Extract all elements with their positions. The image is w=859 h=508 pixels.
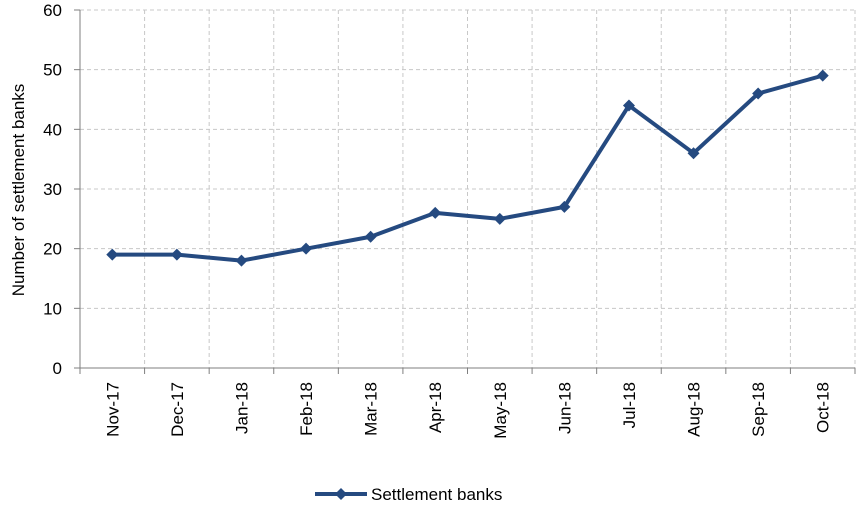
y-tick-label: 60 (43, 1, 62, 20)
x-tick-label: Apr-18 (426, 382, 445, 433)
x-tick-label: Sep-18 (749, 382, 768, 437)
y-axis-title: Number of settlement banks (9, 84, 28, 297)
grid-lines (80, 9, 856, 368)
x-tick-label: Feb-18 (297, 382, 316, 436)
data-point-marker (752, 87, 765, 100)
legend-label: Settlement banks (371, 485, 502, 504)
x-tick-label: May-18 (491, 382, 510, 439)
x-tick-label: Nov-17 (103, 382, 122, 437)
y-tick-label: 30 (43, 180, 62, 199)
data-point-marker (429, 206, 442, 219)
series-line (112, 73, 824, 263)
x-tick-label: Aug-18 (685, 382, 704, 437)
y-axis-ticks: 0 10 20 30 40 50 60 (43, 1, 62, 378)
data-point-marker (170, 248, 183, 261)
data-point-marker (687, 147, 700, 160)
data-point-marker (622, 99, 635, 112)
y-tick-label: 20 (43, 240, 62, 259)
data-point-marker (816, 69, 829, 82)
legend-diamond-marker (335, 488, 347, 500)
y-tick-label: 10 (43, 299, 62, 318)
x-tick-label: Mar-18 (362, 382, 381, 436)
data-point-marker (300, 242, 313, 255)
x-tick-label: Oct-18 (814, 382, 833, 433)
x-tick-label: Jun-18 (555, 382, 574, 434)
data-point-marker (106, 248, 119, 261)
axes (74, 9, 856, 374)
y-tick-label: 0 (53, 359, 62, 378)
y-tick-label: 50 (43, 61, 62, 80)
x-tick-label: Dec-17 (168, 382, 187, 437)
data-point-marker (493, 212, 506, 225)
legend: Settlement banks (315, 485, 502, 504)
y-tick-label: 40 (43, 120, 62, 139)
data-point-marker (235, 254, 248, 267)
x-tick-label: Jan-18 (232, 382, 251, 434)
data-point-marker (364, 230, 377, 243)
series-group (106, 69, 829, 267)
x-tick-label: Jul-18 (620, 382, 639, 428)
data-point-marker (558, 200, 571, 213)
x-axis-ticks: Nov-17 Dec-17 Jan-18 Feb-18 Mar-18 Apr-18 May-… (103, 382, 832, 439)
